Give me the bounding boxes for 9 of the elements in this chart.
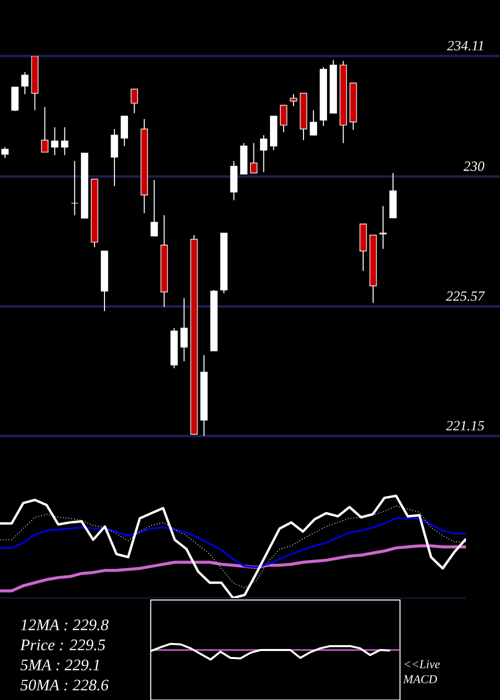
y-tick-label: 225.57 (446, 291, 485, 301)
text: 50MA : 228.6 (20, 680, 109, 691)
text: 5MA : 229.1 (20, 660, 99, 670)
text: Price : 229.5 (20, 640, 106, 650)
y-tick-label: 230 (463, 162, 484, 171)
y-tick-label: 234.11 (447, 40, 483, 50)
text: 12MA : 229.8 (20, 619, 108, 630)
text: <<Live MACD (403, 660, 440, 684)
y-tick-label: 221.15 (446, 420, 484, 430)
